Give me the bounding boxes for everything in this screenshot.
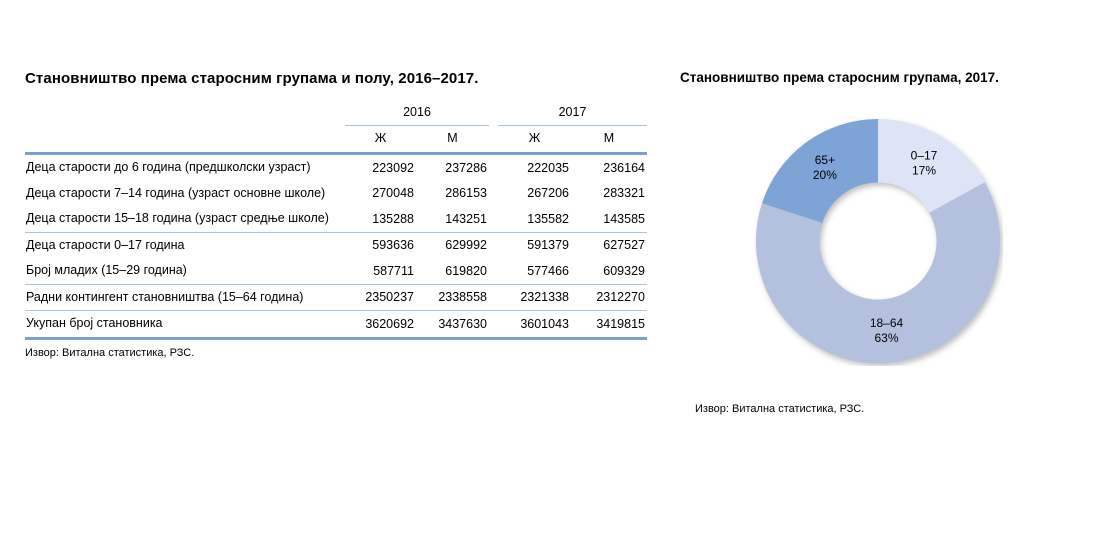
column-gap bbox=[489, 284, 498, 311]
empty-corner-cell bbox=[25, 103, 345, 126]
value-cell: 577466 bbox=[527, 263, 569, 278]
table-row: Број младих (15–29 година) 587711 619820… bbox=[25, 258, 647, 284]
table-row: Укупан број становника 3620692 3437630 3… bbox=[25, 311, 647, 339]
value-cell: 2321338 bbox=[520, 290, 569, 305]
value-cell: 2338558 bbox=[438, 290, 487, 305]
population-table: 2016 2017 Ж М Ж М Деца старости до 6 год… bbox=[25, 103, 647, 340]
column-gap bbox=[489, 154, 498, 181]
row-label: Деца старости 15–18 година (узраст средњ… bbox=[26, 211, 329, 225]
row-label: Деца старости 0–17 година bbox=[26, 237, 185, 252]
value-cell: 619820 bbox=[445, 263, 487, 278]
donut-chart-section: Становништво према старосним групама, 20… bbox=[680, 62, 1092, 432]
row-label: Укупан број становника bbox=[26, 316, 163, 330]
value-cell: 270048 bbox=[372, 186, 414, 201]
value-cell: 143251 bbox=[445, 211, 487, 226]
chart-title: Становништво према старосним групама, 20… bbox=[680, 70, 999, 85]
donut-chart: 0–17 17% 18–64 63% 65+ 20% bbox=[755, 119, 1000, 364]
value-cell: 629992 bbox=[445, 238, 487, 253]
value-cell: 222035 bbox=[527, 160, 569, 175]
donut-slice-label-0: 0–17 17% bbox=[911, 148, 938, 177]
table-source: Извор: Витална статистика, РЗС. bbox=[25, 346, 195, 359]
population-table-section: Становништво према старосним групама и п… bbox=[25, 70, 647, 359]
sex-header-row: Ж М Ж М bbox=[25, 126, 647, 154]
value-cell: 3601043 bbox=[520, 316, 569, 331]
table-row: Деца старости 15–18 година (узраст средњ… bbox=[25, 206, 647, 232]
value-cell: 237286 bbox=[445, 160, 487, 175]
value-cell: 143585 bbox=[603, 211, 645, 226]
table-title: Становништво према старосним групама и п… bbox=[25, 70, 479, 87]
year-header-2016: 2016 bbox=[345, 103, 489, 126]
value-cell: 286153 bbox=[445, 186, 487, 201]
donut-slice-label-1: 18–64 63% bbox=[870, 316, 904, 345]
value-cell: 3620692 bbox=[365, 316, 414, 331]
value-cell: 283321 bbox=[603, 186, 645, 201]
donut-slice-1 bbox=[755, 182, 1000, 364]
sex-header: М bbox=[447, 131, 458, 145]
donut-slice-label-2: 65+ 20% bbox=[813, 153, 837, 182]
chart-source: Извор: Витална статистика, РЗС. bbox=[695, 403, 865, 415]
value-cell: 587711 bbox=[373, 263, 414, 278]
sex-header: М bbox=[603, 131, 615, 145]
row-label: Број младих (15–29 година) bbox=[26, 263, 187, 277]
donut-slice-0 bbox=[878, 119, 985, 213]
value-cell: 627527 bbox=[603, 238, 645, 253]
sex-header: Ж bbox=[374, 131, 387, 145]
value-cell: 267206 bbox=[527, 186, 569, 201]
row-label: Деца старости до 6 година (предшколски у… bbox=[26, 160, 311, 174]
value-cell: 236164 bbox=[603, 160, 645, 175]
table-row: Деца старости до 6 година (предшколски у… bbox=[25, 154, 647, 181]
column-gap bbox=[489, 103, 498, 126]
value-cell: 2312270 bbox=[596, 290, 645, 305]
column-gap bbox=[489, 311, 498, 339]
donut-slice-2 bbox=[761, 119, 878, 223]
row-label: Деца старости 7–14 година (узраст основн… bbox=[26, 185, 326, 200]
value-cell: 2350237 bbox=[365, 290, 414, 305]
value-cell: 223092 bbox=[372, 160, 414, 175]
value-cell: 591379 bbox=[527, 238, 569, 253]
column-gap bbox=[489, 232, 498, 258]
value-cell: 3437630 bbox=[438, 316, 487, 331]
value-cell: 609329 bbox=[603, 263, 645, 278]
column-gap bbox=[489, 206, 498, 232]
value-cell: 135288 bbox=[372, 211, 414, 226]
year-header-2017: 2017 bbox=[498, 103, 647, 126]
table-row: Радни контингент становништва (15–64 год… bbox=[25, 284, 647, 311]
value-cell: 3419815 bbox=[596, 316, 645, 331]
table-row: Деца старости 7–14 година (узраст основн… bbox=[25, 181, 647, 207]
value-cell: 135582 bbox=[527, 211, 569, 226]
empty-corner-cell bbox=[25, 126, 345, 154]
column-gap bbox=[489, 258, 498, 284]
column-gap bbox=[489, 181, 498, 207]
table-row: Деца старости 0–17 година 593636 629992 … bbox=[25, 232, 647, 258]
sex-header: Ж bbox=[528, 131, 541, 145]
year-header-row: 2016 2017 bbox=[25, 103, 647, 126]
value-cell: 593636 bbox=[372, 238, 414, 253]
row-label: Радни контингент становништва (15–64 год… bbox=[26, 289, 304, 304]
column-gap bbox=[489, 126, 498, 154]
